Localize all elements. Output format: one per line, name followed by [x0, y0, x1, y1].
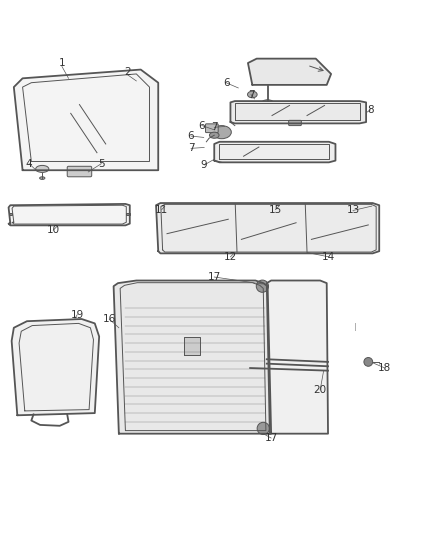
Text: 13: 13: [346, 206, 359, 215]
Ellipse shape: [261, 100, 274, 108]
Text: 10: 10: [46, 225, 60, 235]
Circle shape: [363, 358, 372, 366]
Text: 2: 2: [124, 67, 131, 77]
Text: 7: 7: [187, 143, 194, 154]
Text: 6: 6: [187, 131, 194, 141]
Ellipse shape: [39, 177, 45, 180]
Text: 11: 11: [155, 205, 168, 215]
Ellipse shape: [209, 132, 219, 138]
FancyBboxPatch shape: [205, 124, 218, 133]
Text: 7: 7: [210, 123, 217, 132]
Text: 7: 7: [247, 90, 254, 100]
Text: 8: 8: [366, 105, 373, 115]
Text: I: I: [353, 323, 356, 333]
Polygon shape: [155, 203, 378, 253]
Polygon shape: [247, 59, 330, 85]
Text: 20: 20: [313, 385, 326, 395]
Text: 14: 14: [321, 252, 335, 262]
Polygon shape: [113, 280, 271, 434]
FancyBboxPatch shape: [288, 120, 300, 126]
Polygon shape: [230, 101, 365, 124]
Text: 4: 4: [26, 159, 32, 168]
Polygon shape: [14, 70, 158, 170]
Text: 6: 6: [198, 120, 205, 131]
Text: 1: 1: [59, 58, 65, 68]
Text: 17: 17: [264, 433, 277, 443]
Text: 15: 15: [268, 205, 282, 215]
Text: 5: 5: [98, 159, 104, 168]
Polygon shape: [9, 204, 130, 225]
Text: 17: 17: [207, 272, 220, 282]
Text: 19: 19: [71, 310, 84, 320]
Ellipse shape: [247, 91, 257, 98]
Polygon shape: [214, 142, 335, 163]
Text: 6: 6: [222, 78, 229, 88]
Text: 18: 18: [378, 363, 391, 373]
Text: 16: 16: [102, 314, 116, 324]
Circle shape: [256, 280, 268, 292]
Text: 9: 9: [201, 160, 207, 170]
Polygon shape: [126, 213, 130, 215]
Circle shape: [257, 422, 269, 434]
Ellipse shape: [212, 126, 231, 139]
Ellipse shape: [35, 165, 49, 172]
Text: 12: 12: [223, 252, 237, 262]
Polygon shape: [9, 213, 12, 215]
Polygon shape: [12, 319, 99, 415]
Polygon shape: [266, 280, 327, 434]
FancyBboxPatch shape: [67, 166, 92, 177]
Polygon shape: [184, 337, 199, 355]
